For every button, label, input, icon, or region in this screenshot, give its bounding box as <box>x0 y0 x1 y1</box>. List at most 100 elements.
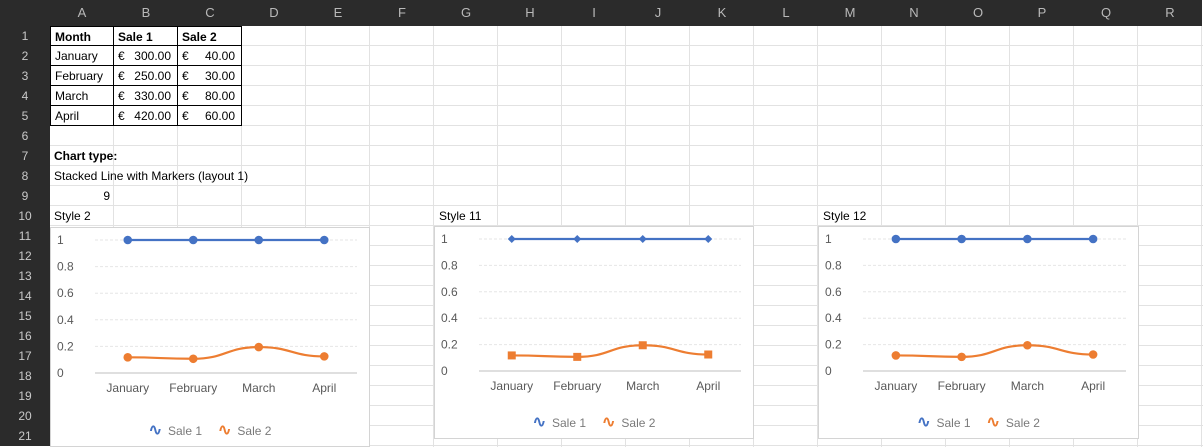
row-header-5[interactable]: 5 <box>0 106 50 126</box>
row-header-20[interactable]: 20 <box>0 406 50 426</box>
legend-item[interactable]: ∿ Sale 1 <box>917 415 970 431</box>
row-header-4[interactable]: 4 <box>0 86 50 106</box>
column-header-a[interactable]: A <box>50 0 114 26</box>
month-cell[interactable]: April <box>50 106 114 126</box>
data-point-marker[interactable] <box>1088 234 1098 244</box>
data-point-marker[interactable] <box>957 352 966 362</box>
row-header-21[interactable]: 21 <box>0 426 50 446</box>
series-line-sale-2[interactable] <box>127 345 325 360</box>
data-point-marker[interactable] <box>188 354 198 364</box>
legend-item[interactable]: ∿ Sale 1 <box>533 415 586 431</box>
row-header-18[interactable]: 18 <box>0 366 50 386</box>
sale2-cell[interactable]: €80.00 <box>178 86 242 106</box>
chart-style-label[interactable]: Style 12 <box>823 209 867 223</box>
row-header-9[interactable]: 9 <box>0 186 50 206</box>
sale1-cell[interactable]: €250.00 <box>114 66 178 86</box>
select-all-corner[interactable] <box>0 0 50 26</box>
data-point-marker[interactable] <box>891 234 901 244</box>
data-point-marker[interactable] <box>1023 340 1032 350</box>
legend-item[interactable]: ∿ Sale 1 <box>149 423 202 439</box>
line-chart[interactable]: 0 0.2 0.4 0.6 0.8 1 January February March April ∿… <box>434 226 754 439</box>
row-header-2[interactable]: 2 <box>0 46 50 66</box>
data-point-marker[interactable] <box>957 234 966 244</box>
sale2-cell[interactable]: €60.00 <box>178 106 242 126</box>
month-cell[interactable]: January <box>50 46 114 66</box>
chart-style-label[interactable]: Style 2 <box>54 209 91 223</box>
number-cell[interactable]: 9 <box>103 189 110 203</box>
data-point-marker[interactable] <box>573 352 582 361</box>
data-point-marker[interactable] <box>507 351 516 360</box>
sale1-value: 300.00 <box>134 49 171 63</box>
row-header-8[interactable]: 8 <box>0 166 50 186</box>
y-tick-label: 1 <box>825 232 832 246</box>
row-header-12[interactable]: 12 <box>0 246 50 266</box>
chart-type-label[interactable]: Chart type: <box>54 149 118 163</box>
data-point-marker[interactable] <box>638 341 647 350</box>
data-point-marker[interactable] <box>319 235 329 245</box>
data-point-marker[interactable] <box>319 352 329 361</box>
row-header-11[interactable]: 11 <box>0 226 50 246</box>
data-point-marker[interactable] <box>704 350 713 359</box>
row-header-16[interactable]: 16 <box>0 326 50 346</box>
data-point-marker[interactable] <box>123 353 133 362</box>
data-point-marker[interactable] <box>1088 350 1098 359</box>
column-header-q[interactable]: Q <box>1074 0 1138 26</box>
column-header-j[interactable]: J <box>626 0 690 26</box>
column-header-l[interactable]: L <box>754 0 818 26</box>
column-header-r[interactable]: R <box>1138 0 1202 26</box>
row-header-6[interactable]: 6 <box>0 126 50 146</box>
legend-item[interactable]: ∿ Sale 2 <box>602 415 655 431</box>
row-header-14[interactable]: 14 <box>0 286 50 306</box>
row-header-10[interactable]: 10 <box>0 206 50 226</box>
data-point-marker[interactable] <box>507 235 516 243</box>
header-month[interactable]: Month <box>50 26 114 46</box>
row-header-3[interactable]: 3 <box>0 66 50 86</box>
column-header-g[interactable]: G <box>434 0 498 26</box>
data-point-marker[interactable] <box>188 235 198 245</box>
series-line-sale-2[interactable] <box>511 344 709 358</box>
column-header-d[interactable]: D <box>242 0 306 26</box>
column-header-e[interactable]: E <box>306 0 370 26</box>
data-point-marker[interactable] <box>254 342 264 352</box>
data-point-marker[interactable] <box>123 235 133 245</box>
column-header-k[interactable]: K <box>690 0 754 26</box>
legend-item[interactable]: ∿ Sale 2 <box>218 423 271 439</box>
chart-type-value[interactable]: Stacked Line with Markers (layout 1) <box>54 169 249 183</box>
series-line-sale-2[interactable] <box>895 344 1094 358</box>
row-gridline <box>50 85 1203 86</box>
data-point-marker[interactable] <box>254 235 264 245</box>
data-point-marker[interactable] <box>638 235 647 243</box>
row-header-15[interactable]: 15 <box>0 306 50 326</box>
data-point-marker[interactable] <box>704 235 713 243</box>
sale2-cell[interactable]: €30.00 <box>178 66 242 86</box>
column-header-h[interactable]: H <box>498 0 562 26</box>
line-chart[interactable]: 0 0.2 0.4 0.6 0.8 1 January February March April ∿… <box>818 226 1139 439</box>
chart-style-label[interactable]: Style 11 <box>439 209 482 223</box>
sale1-cell[interactable]: €420.00 <box>114 106 178 126</box>
data-point-marker[interactable] <box>891 351 901 360</box>
header-sale1[interactable]: Sale 1 <box>114 26 178 46</box>
column-header-p[interactable]: P <box>1010 0 1074 26</box>
row-header-17[interactable]: 17 <box>0 346 50 366</box>
legend-item[interactable]: ∿ Sale 2 <box>987 415 1040 431</box>
column-header-b[interactable]: B <box>114 0 178 26</box>
column-header-i[interactable]: I <box>562 0 626 26</box>
month-cell[interactable]: February <box>50 66 114 86</box>
data-point-marker[interactable] <box>573 235 582 243</box>
row-header-13[interactable]: 13 <box>0 266 50 286</box>
data-point-marker[interactable] <box>1023 234 1032 244</box>
sale1-cell[interactable]: €300.00 <box>114 46 178 66</box>
row-header-7[interactable]: 7 <box>0 146 50 166</box>
row-header-19[interactable]: 19 <box>0 386 50 406</box>
column-header-o[interactable]: O <box>946 0 1010 26</box>
column-header-f[interactable]: F <box>370 0 434 26</box>
sale2-cell[interactable]: €40.00 <box>178 46 242 66</box>
month-cell[interactable]: March <box>50 86 114 106</box>
column-header-n[interactable]: N <box>882 0 946 26</box>
row-header-1[interactable]: 1 <box>0 26 50 46</box>
header-sale2[interactable]: Sale 2 <box>178 26 242 46</box>
line-chart[interactable]: 0 0.2 0.4 0.6 0.8 1 January February March April ∿… <box>50 227 370 447</box>
column-header-m[interactable]: M <box>818 0 882 26</box>
sale1-cell[interactable]: €330.00 <box>114 86 178 106</box>
column-header-c[interactable]: C <box>178 0 242 26</box>
